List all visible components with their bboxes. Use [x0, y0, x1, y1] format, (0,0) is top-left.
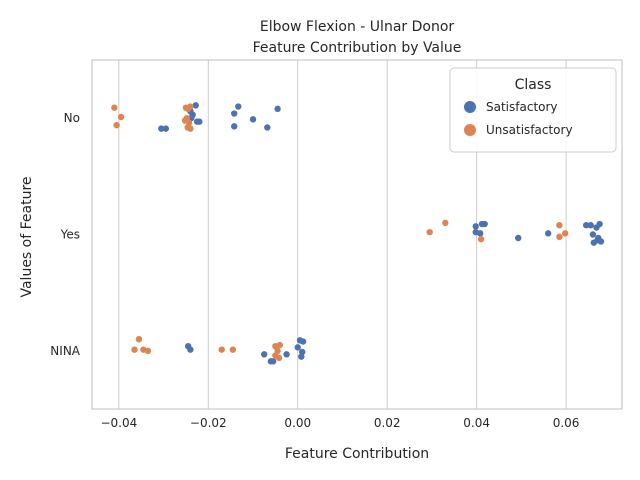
- x-axis-label: Feature Contribution: [285, 446, 429, 462]
- point-unsatisfactory: [477, 235, 485, 243]
- x-axis-ticks: −0.04 −0.02 0.00 0.02 0.04 0.06: [100, 416, 579, 430]
- x-tick-label: −0.02: [190, 416, 227, 430]
- y-tick-label: Yes: [60, 228, 80, 242]
- point-unsatisfactory: [131, 346, 138, 353]
- point-unsatisfactory: [218, 346, 225, 353]
- point-satisfactory: [294, 344, 301, 351]
- point-satisfactory: [472, 223, 479, 230]
- point-satisfactory: [158, 125, 165, 132]
- point-unsatisfactory: [556, 221, 563, 229]
- point-unsatisfactory: [135, 336, 143, 343]
- x-tick-label: 0.04: [463, 416, 490, 430]
- point-unsatisfactory: [187, 125, 194, 132]
- point-satisfactory: [187, 346, 194, 353]
- point-satisfactory: [231, 123, 238, 130]
- x-tick-label: −0.04: [100, 416, 137, 430]
- point-satisfactory: [298, 353, 305, 360]
- point-unsatisfactory: [229, 346, 237, 353]
- x-tick-label: 0.00: [284, 416, 311, 430]
- chart-title: Elbow Flexion - Ulnar Donor: [260, 19, 455, 35]
- point-unsatisfactory: [275, 354, 283, 362]
- point-satisfactory: [596, 220, 603, 228]
- point-unsatisfactory: [561, 230, 569, 237]
- point-satisfactory: [515, 234, 522, 242]
- plot-area: [91, 59, 623, 410]
- point-satisfactory: [162, 125, 169, 132]
- point-satisfactory: [274, 105, 281, 113]
- y-axis-ticks: No Yes NINA: [50, 111, 80, 358]
- legend-box: [449, 67, 617, 153]
- point-unsatisfactory: [111, 104, 118, 111]
- legend-marker-satisfactory: [464, 101, 476, 113]
- point-satisfactory: [587, 221, 594, 229]
- y-tick-label: No: [64, 111, 80, 125]
- point-unsatisfactory: [113, 121, 120, 129]
- legend-marker-unsatisfactory: [464, 124, 476, 136]
- point-satisfactory: [269, 358, 277, 365]
- point-satisfactory: [231, 110, 238, 117]
- point-unsatisfactory: [187, 103, 194, 110]
- legend-label-unsatisfactory: Unsatisfactory: [486, 123, 573, 137]
- point-unsatisfactory: [426, 228, 433, 236]
- point-satisfactory: [481, 220, 488, 228]
- point-satisfactory: [583, 221, 590, 229]
- point-satisfactory: [249, 116, 257, 123]
- point-satisfactory: [264, 124, 271, 131]
- legend-title: Class: [515, 77, 552, 93]
- point-satisfactory: [545, 230, 552, 237]
- point-satisfactory: [594, 237, 601, 244]
- x-tick-label: 0.06: [553, 416, 580, 430]
- point-satisfactory: [283, 351, 290, 358]
- point-satisfactory: [196, 118, 203, 125]
- point-satisfactory: [589, 231, 597, 238]
- x-tick-label: 0.02: [374, 416, 401, 430]
- legend-label-satisfactory: Satisfactory: [486, 100, 558, 114]
- y-axis-label: Values of Feature: [19, 176, 35, 297]
- point-satisfactory: [192, 102, 199, 109]
- point-unsatisfactory: [276, 341, 284, 349]
- point-satisfactory: [260, 351, 268, 358]
- point-unsatisfactory: [117, 113, 125, 121]
- point-satisfactory: [235, 103, 242, 110]
- point-unsatisfactory: [556, 233, 563, 241]
- point-satisfactory: [477, 230, 484, 237]
- point-unsatisfactory: [144, 347, 152, 355]
- y-tick-label: NINA: [50, 344, 80, 358]
- data-points: [111, 102, 605, 365]
- chart-subtitle: Feature Contribution by Value: [253, 40, 462, 56]
- point-satisfactory: [299, 338, 307, 345]
- legend: Class Satisfactory Unsatisfactory: [449, 67, 617, 153]
- point-unsatisfactory: [442, 219, 449, 227]
